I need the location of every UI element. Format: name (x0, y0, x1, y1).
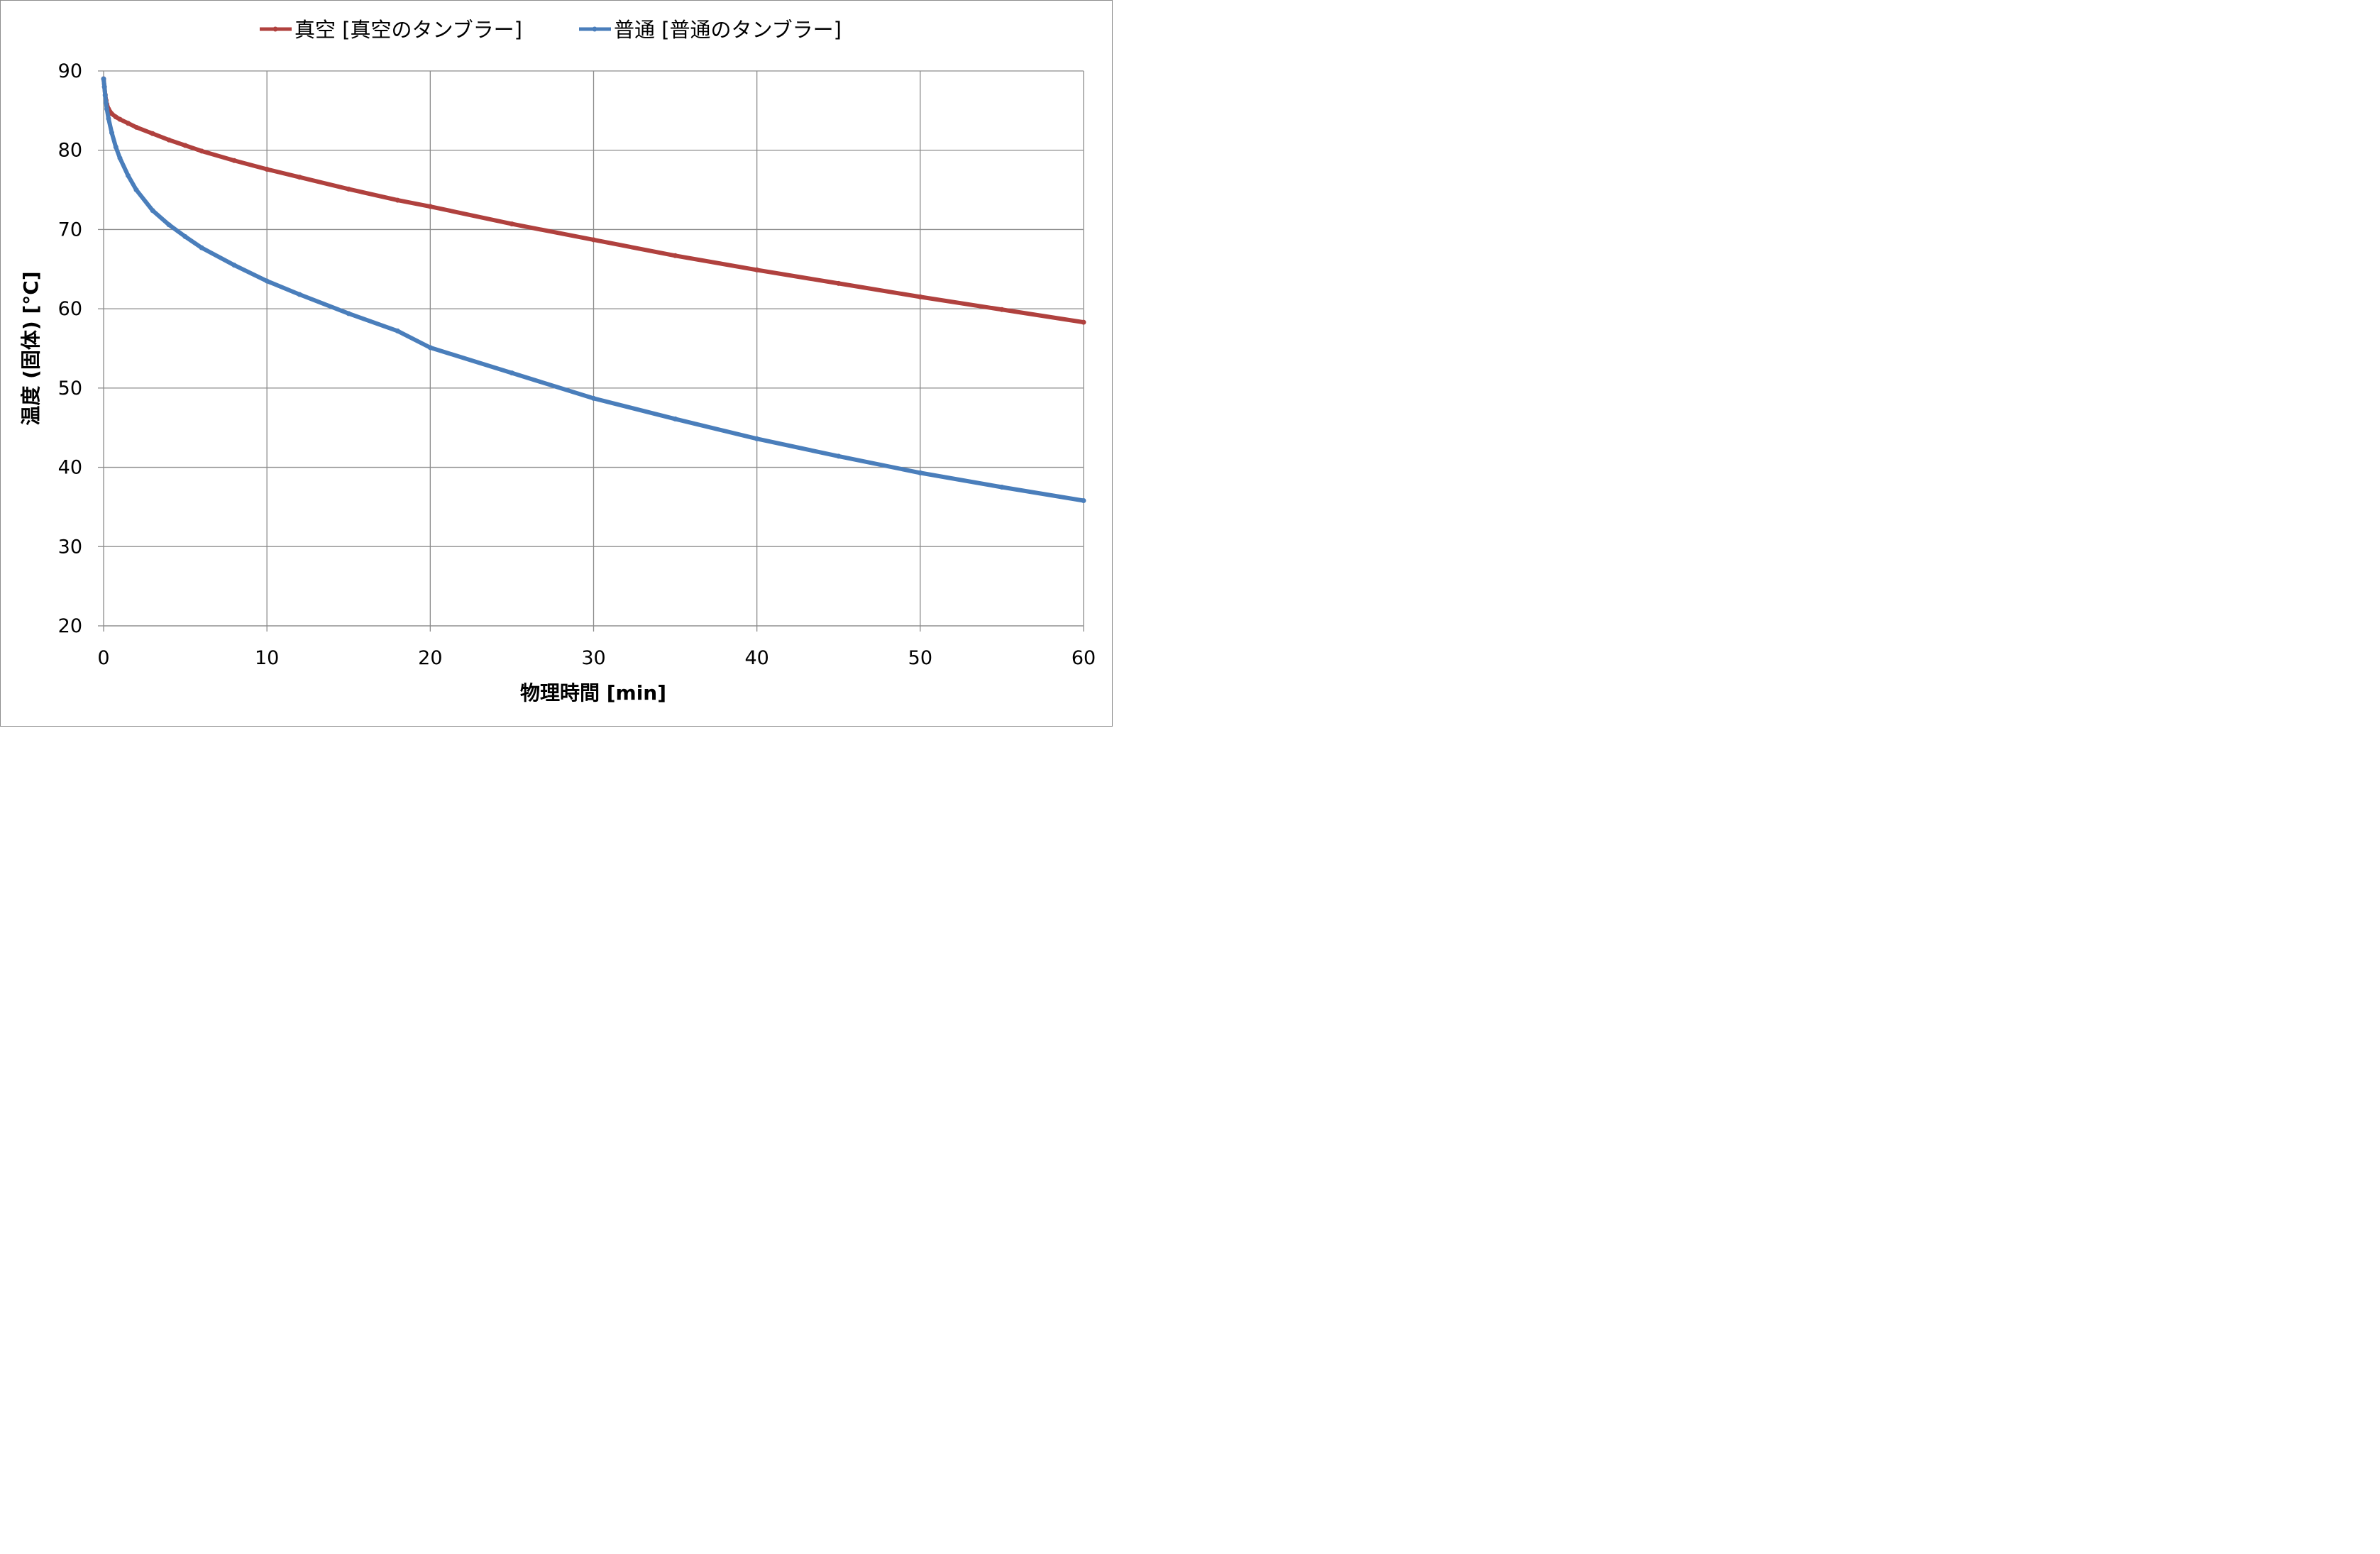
data-point-1 (133, 187, 139, 193)
data-point-0 (126, 121, 131, 126)
data-point-0 (231, 158, 237, 163)
data-point-1 (166, 222, 172, 228)
y-tick-label: 60 (58, 298, 82, 320)
data-point-1 (395, 328, 400, 334)
x-tick-label: 30 (581, 647, 605, 669)
y-tick-labels: 20 30 40 50 60 70 80 90 (58, 60, 82, 637)
data-point-1 (109, 130, 115, 136)
y-tick-label: 40 (58, 457, 82, 479)
data-point-1 (836, 453, 842, 459)
data-point-1 (182, 233, 188, 239)
data-point-1 (101, 84, 107, 89)
data-point-0 (166, 137, 172, 143)
data-point-0 (297, 175, 302, 180)
x-axis-title: 物理時間 [min] (520, 681, 666, 705)
y-tick-label: 80 (58, 140, 82, 162)
y-tick-label: 50 (58, 378, 82, 399)
y-tick-label: 90 (58, 60, 82, 82)
data-point-0 (264, 167, 270, 172)
x-tick-label: 0 (97, 647, 109, 669)
x-tick-label: 20 (418, 647, 442, 669)
series-group (101, 76, 1086, 503)
data-point-1 (1081, 497, 1086, 503)
x-tick-label: 50 (908, 647, 932, 669)
data-point-0 (150, 131, 155, 136)
data-point-0 (346, 186, 351, 192)
data-point-0 (182, 143, 188, 148)
y-tick-label: 30 (58, 536, 82, 558)
x-tick-label: 60 (1071, 647, 1096, 669)
legend-label-vacuum: 真空 [真空のタンブラー] (294, 18, 522, 42)
data-point-1 (427, 345, 433, 351)
data-point-1 (199, 245, 204, 250)
x-tick-label: 10 (255, 647, 279, 669)
y-tick-label: 70 (58, 219, 82, 241)
legend-item-vacuum: 真空 [真空のタンブラー] (260, 18, 522, 42)
data-point-0 (395, 197, 400, 203)
data-point-0 (113, 114, 119, 120)
y-axis-title: 温度 (固体) [°C] (19, 271, 43, 425)
grid (98, 70, 1084, 632)
data-point-1 (150, 208, 155, 214)
data-point-1 (117, 155, 123, 161)
data-point-1 (101, 76, 106, 82)
data-point-1 (102, 93, 108, 99)
data-point-0 (836, 280, 842, 286)
data-point-0 (1081, 319, 1086, 325)
data-point-0 (591, 237, 596, 243)
data-point-1 (297, 292, 302, 297)
legend-label-normal: 普通 [普通のタンブラー] (614, 18, 842, 42)
x-tick-label: 40 (744, 647, 768, 669)
data-point-0 (117, 116, 123, 122)
data-point-1 (509, 370, 514, 376)
data-point-1 (591, 395, 596, 401)
data-point-0 (918, 294, 923, 299)
data-point-1 (918, 470, 923, 475)
data-point-0 (754, 267, 760, 272)
y-tick-label: 20 (58, 615, 82, 637)
data-point-1 (126, 172, 131, 178)
data-point-1 (673, 416, 678, 421)
data-point-0 (509, 221, 514, 227)
data-point-1 (104, 106, 110, 112)
x-tick-labels: 0 10 20 30 40 50 60 (97, 647, 1096, 669)
legend-marker-vacuum (272, 26, 278, 32)
data-point-1 (231, 263, 237, 268)
data-point-0 (999, 307, 1005, 312)
data-point-1 (999, 485, 1005, 490)
line-chart: 20 30 40 50 60 70 80 90 0 10 20 30 40 50 60 温度 (固体) [… (19, 18, 1096, 705)
data-point-1 (346, 311, 351, 316)
data-point-1 (264, 278, 270, 284)
data-point-0 (133, 124, 139, 130)
data-point-0 (199, 148, 204, 154)
data-point-1 (103, 100, 109, 106)
legend-marker-normal (592, 26, 597, 32)
data-point-0 (673, 253, 678, 258)
data-point-1 (754, 436, 760, 441)
legend-item-normal: 普通 [普通のタンブラー] (579, 18, 842, 42)
data-point-0 (109, 111, 115, 116)
data-point-0 (427, 204, 433, 209)
data-point-1 (106, 116, 111, 121)
chart-area: 20 30 40 50 60 70 80 90 0 10 20 30 40 50 60 温度 (固体) [… (0, 0, 1113, 727)
data-point-1 (113, 144, 119, 150)
legend: 真空 [真空のタンブラー] 普通 [普通のタンブラー] (260, 18, 842, 42)
